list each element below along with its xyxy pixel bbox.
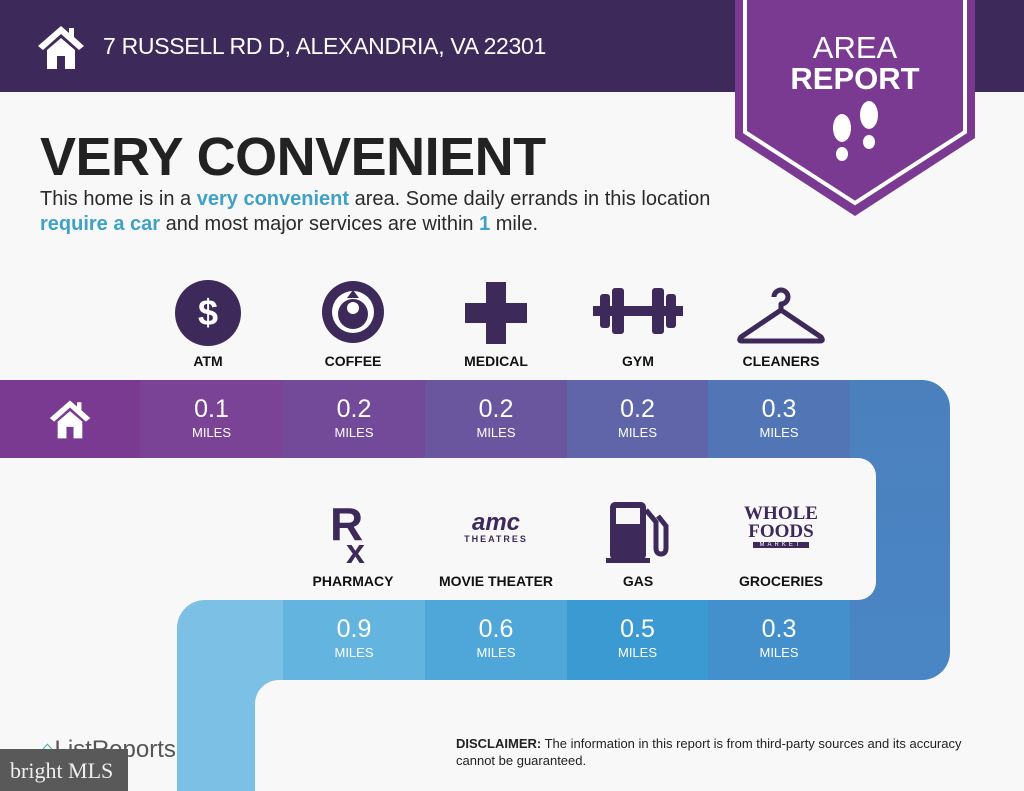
service-label-gas: GAS	[622, 573, 654, 589]
dumbbell-icon	[567, 288, 709, 334]
service-label-groceries: GROCERIES	[738, 573, 823, 589]
disclaimer-text: The information in this report is from t…	[456, 736, 962, 768]
desc-text: and most major services are within	[160, 213, 480, 235]
gas-pump-icon	[567, 500, 709, 564]
starbucks-logo-icon	[282, 280, 424, 344]
desc-text: mile.	[490, 213, 539, 235]
service-label-medical: MEDICAL	[464, 353, 528, 369]
banner-line-1: AREA	[812, 30, 898, 65]
service-label-coffee: COFFEE	[324, 353, 382, 369]
whole-foods-logo-sub: MARKET	[753, 542, 809, 548]
convenience-rating: VERY CONVENIENT	[40, 127, 546, 187]
distance-unit: MILES	[617, 425, 657, 440]
distance-unit: MILES	[191, 425, 231, 440]
desc-highlight: require a car	[40, 213, 161, 235]
distance-cell-movie-theater: 0.6 MILES	[425, 600, 567, 680]
desc-highlight: 1	[479, 213, 491, 235]
bright-mls-watermark: bright MLS	[0, 749, 128, 791]
home-cell	[0, 380, 140, 458]
service-label-movie-theater: MOVIE THEATER	[438, 573, 554, 589]
svg-text:x: x	[346, 533, 365, 564]
whole-foods-logo-icon: WHOLE FOODS MARKET	[710, 503, 852, 548]
svg-text:R: R	[330, 500, 363, 550]
distance-unit: MILES	[334, 645, 374, 660]
distance-unit: MILES	[759, 645, 799, 660]
path-gap	[0, 458, 876, 600]
desc-text: area. Some daily errands in this locatio…	[349, 188, 711, 210]
path-gap-bottom	[255, 680, 1024, 791]
distance-value: 0.2	[620, 395, 655, 423]
distance-cell-gas: 0.5 MILES	[567, 600, 708, 680]
distance-cell-medical: 0.2 MILES	[425, 380, 567, 458]
distance-unit: MILES	[617, 645, 657, 660]
service-label-pharmacy: PHARMACY	[312, 573, 394, 589]
distance-value: 0.3	[761, 615, 797, 643]
distance-value: 0.1	[194, 395, 229, 423]
service-label-atm: ATM	[193, 353, 223, 369]
desc-text: This home is in a	[40, 188, 197, 210]
distance-value: 0.9	[336, 615, 372, 643]
distance-value: 0.6	[478, 615, 514, 643]
service-label-cleaners: CLEANERS	[742, 353, 820, 369]
dollar-icon: $	[137, 280, 279, 346]
hanger-icon	[710, 283, 852, 345]
distance-cell-coffee: 0.2 MILES	[283, 380, 425, 458]
house-icon	[49, 400, 91, 439]
watermark-text: bright MLS	[10, 758, 114, 783]
property-address: 7 RUSSELL RD D, ALEXANDRIA, VA 22301	[103, 33, 547, 59]
service-label-gym: GYM	[622, 353, 654, 369]
distance-unit: MILES	[476, 425, 516, 440]
distance-cell-groceries: 0.3 MILES	[708, 600, 850, 680]
distance-cell-gym: 0.2 MILES	[567, 380, 708, 458]
amc-logo-text: amc	[471, 509, 521, 536]
distance-cell-pharmacy: 0.9 MILES	[283, 600, 425, 680]
rating-description: This home is in a very convenient area. …	[40, 187, 740, 237]
distance-value: 0.3	[761, 395, 797, 423]
disclaimer-label: DISCLAIMER:	[456, 736, 542, 751]
banner-line-2: REPORT	[790, 61, 920, 96]
footprints-icon	[833, 101, 878, 161]
medical-cross-icon	[425, 282, 567, 344]
whole-foods-logo-text: WHOLE FOODS	[744, 503, 818, 542]
distance-value: 0.2	[336, 395, 372, 423]
area-report-title: AREA REPORT	[735, 32, 975, 94]
amc-logo-sub: THEATRES	[464, 534, 528, 544]
desc-highlight: very convenient	[196, 188, 350, 210]
area-report-banner	[735, 0, 975, 216]
distance-unit: MILES	[334, 425, 374, 440]
distance-value: 0.5	[620, 615, 655, 643]
amc-logo-icon: amc THEATRES	[425, 509, 567, 545]
house-icon	[38, 26, 84, 69]
distance-unit: MILES	[759, 425, 799, 440]
distance-value: 0.2	[478, 395, 514, 423]
disclaimer: DISCLAIMER: The information in this repo…	[456, 735, 996, 769]
distance-cell-cleaners: 0.3 MILES	[708, 380, 850, 458]
svg-text:$: $	[198, 292, 218, 333]
distance-unit: MILES	[476, 645, 516, 660]
distance-cell-atm: 0.1 MILES	[140, 380, 283, 458]
